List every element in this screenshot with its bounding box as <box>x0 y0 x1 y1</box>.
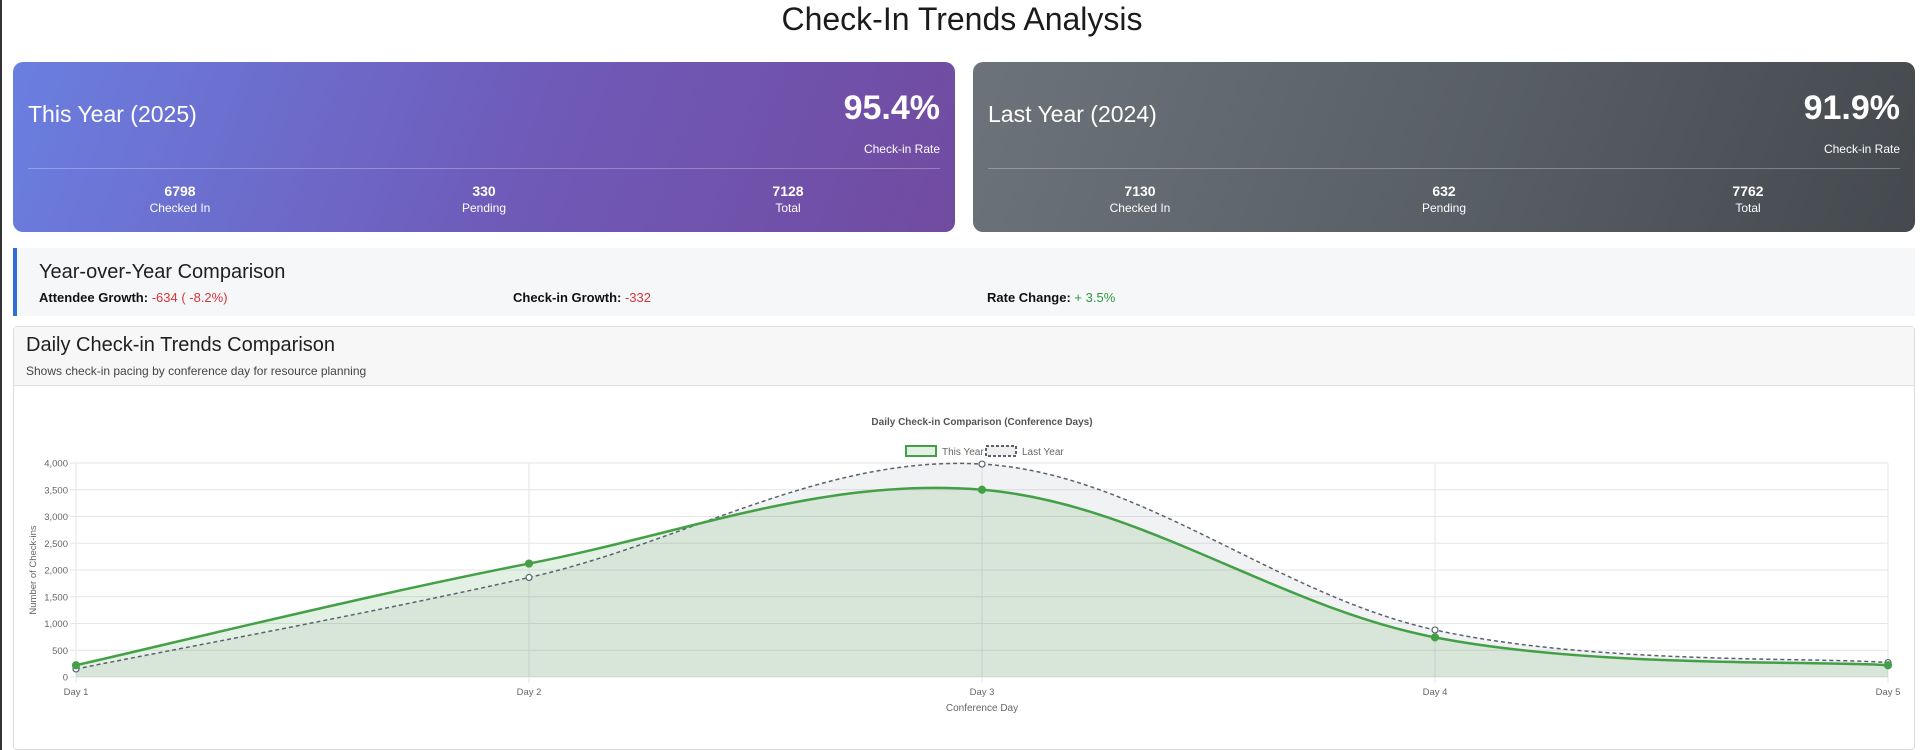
x-tick-label: Day 5 <box>1876 687 1901 698</box>
y-tick-label: 0 <box>63 673 68 684</box>
data-point-this-year <box>1430 633 1440 642</box>
stat-label: Checked In <box>149 201 211 215</box>
page-title: Check-In Trends Analysis <box>781 1 1143 37</box>
last-year-checked-in-stat: 7130 Checked In <box>988 182 1292 216</box>
rate-change-value: + 3.5% <box>1074 290 1116 305</box>
attendee-growth-value: -634 ( -8.2%) <box>151 290 228 305</box>
this-year-card: This Year (2025) 95.4% Check-in Rate 679… <box>13 62 955 232</box>
last-year-checkin-rate: 91.9% <box>1803 89 1900 127</box>
chart-title: Daily Check-in Comparison (Conference Da… <box>871 417 1092 428</box>
x-tick-label: Day 3 <box>970 687 995 698</box>
data-point-this-year <box>977 485 987 494</box>
checkin-growth: Check-in Growth: -332 <box>513 290 651 306</box>
stat-value: 7128 <box>772 183 804 199</box>
stat-label: Total <box>1735 201 1761 215</box>
data-point-last-year <box>978 460 986 468</box>
last-year-rate-label: Check-in Rate <box>1823 142 1900 156</box>
x-axis-label: Conference Day <box>946 703 1018 714</box>
last-year-total-stat: 7762 Total <box>1596 182 1900 216</box>
stat-value: 330 <box>472 183 496 199</box>
this-year-checked-in-stat: 6798 Checked In <box>28 182 332 216</box>
stat-label: Pending <box>461 201 507 215</box>
yoy-comparison-panel: Year-over-Year Comparison Attendee Growt… <box>13 248 1915 316</box>
stat-value: 7762 <box>1732 183 1764 199</box>
x-tick-label: Day 1 <box>64 687 89 698</box>
daily-trends-heading: Daily Check-in Trends Comparison <box>26 334 336 356</box>
area-last-year <box>76 463 1888 677</box>
checkin-growth-value: -332 <box>624 290 651 305</box>
this-year-pending-stat: 330 Pending <box>332 182 636 216</box>
attendee-growth-label: Attendee Growth: <box>39 290 149 305</box>
daily-trends-subtitle: Shows check-in pacing by conference day … <box>26 364 367 378</box>
legend-label-last-year: Last Year <box>1022 447 1064 458</box>
rate-change: Rate Change: + 3.5% <box>987 290 1115 306</box>
this-year-checkin-rate: 95.4% <box>843 89 940 127</box>
last-year-label: Last Year (2024) <box>988 101 1157 127</box>
rate-change-label: Rate Change: <box>987 290 1071 305</box>
x-tick-label: Day 4 <box>1423 687 1448 698</box>
y-tick-label: 4,000 <box>44 459 68 470</box>
daily-checkin-chart: Daily Check-in Comparison (Conference Da… <box>28 417 1901 714</box>
y-tick-label: 1,000 <box>44 619 68 630</box>
y-axis-label: Number of Check-ins <box>28 525 39 614</box>
this-year-total-stat: 7128 Total <box>636 182 940 216</box>
y-tick-label: 2,000 <box>44 566 68 577</box>
legend-label-this-year: This Year <box>942 447 984 458</box>
stat-label: Pending <box>1421 201 1467 215</box>
this-year-label: This Year (2025) <box>28 101 197 127</box>
y-tick-label: 500 <box>52 646 68 657</box>
y-tick-label: 3,500 <box>44 485 68 496</box>
yoy-title: Year-over-Year Comparison <box>39 261 286 283</box>
data-point-this-year <box>1883 661 1893 670</box>
data-point-this-year <box>524 559 534 568</box>
legend-swatch-this-year <box>905 445 937 457</box>
stat-label: Total <box>775 201 801 215</box>
attendee-growth: Attendee Growth: -634 ( -8.2%) <box>39 290 228 306</box>
stat-value: 632 <box>1432 183 1456 199</box>
stat-value: 7130 <box>1124 183 1156 199</box>
daily-trends-panel: Daily Check-in Trends Comparison Shows c… <box>13 326 1915 750</box>
this-year-rate-label: Check-in Rate <box>863 142 940 156</box>
this-year-card-header: This Year (2025) 95.4% Check-in Rate <box>28 62 940 169</box>
data-point-this-year <box>71 661 81 670</box>
y-tick-label: 3,000 <box>44 512 68 523</box>
x-tick-label: Day 2 <box>517 687 542 698</box>
data-point-last-year <box>1431 626 1439 634</box>
y-tick-label: 1,500 <box>44 592 68 603</box>
last-year-card: Last Year (2024) 91.9% Check-in Rate 713… <box>973 62 1915 232</box>
checkin-growth-label: Check-in Growth: <box>513 290 622 305</box>
this-year-stats: 6798 Checked In 330 Pending 7128 Total <box>28 182 940 216</box>
last-year-card-header: Last Year (2024) 91.9% Check-in Rate <box>988 62 1900 169</box>
last-year-stats: 7130 Checked In 632 Pending 7762 Total <box>988 182 1900 216</box>
legend-swatch-last-year <box>985 445 1017 457</box>
stat-value: 6798 <box>164 183 196 199</box>
y-tick-label: 2,500 <box>44 539 68 550</box>
area-this-year <box>76 487 1888 677</box>
daily-trends-header: Daily Check-in Trends Comparison Shows c… <box>14 327 1914 386</box>
data-point-last-year <box>525 573 533 582</box>
stat-label: Checked In <box>1109 201 1171 215</box>
last-year-pending-stat: 632 Pending <box>1292 182 1596 216</box>
